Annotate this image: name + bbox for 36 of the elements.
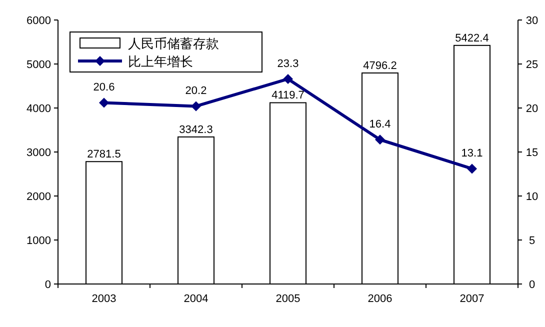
x-tick-label: 2005 <box>276 293 300 305</box>
y2-tick-label: 20 <box>526 103 538 115</box>
y-tick-label: 4000 <box>26 103 51 115</box>
y-tick-label: 2000 <box>26 191 51 203</box>
data-label: 13.1 <box>461 148 483 160</box>
point <box>467 164 477 174</box>
x-tick-label: 2006 <box>368 293 392 305</box>
data-label: 20.2 <box>185 85 207 98</box>
data-label: 16.4 <box>369 118 391 131</box>
x-tick-label: 2003 <box>92 293 116 305</box>
y-tick-label: 3000 <box>26 147 51 159</box>
y2-tick-label: 15 <box>526 147 538 159</box>
y-tick-label: 5000 <box>26 59 51 71</box>
point <box>191 101 201 112</box>
data-label: 23.3 <box>277 58 299 70</box>
y2-tick-label: 10 <box>526 191 538 203</box>
y2-tick-label: 30 <box>526 15 538 27</box>
data-label: 3342.3 <box>179 124 213 136</box>
y-tick-label: 6000 <box>26 15 51 27</box>
data-label: 2781.5 <box>87 148 121 161</box>
data-label: 4119.7 <box>272 90 304 102</box>
y-tick-label: 1000 <box>26 235 51 247</box>
legend-label: 人民币储蓄存款 <box>128 36 219 51</box>
data-label: 5422.4 <box>455 32 489 44</box>
point <box>375 134 385 145</box>
y2-tick-label: 0 <box>528 279 536 291</box>
data-label: 4796.2 <box>363 60 397 72</box>
legend-label: 比上年增长 <box>128 54 193 69</box>
x-tick-label: 2007 <box>460 293 484 305</box>
point <box>283 74 293 84</box>
data-label: 20.6 <box>93 82 115 94</box>
point <box>99 98 109 108</box>
y2-tick-label: 25 <box>526 59 538 71</box>
y-tick-label: 0 <box>44 279 51 291</box>
y2-tick-label: 5 <box>528 235 536 247</box>
x-tick-label: 2004 <box>184 293 208 305</box>
